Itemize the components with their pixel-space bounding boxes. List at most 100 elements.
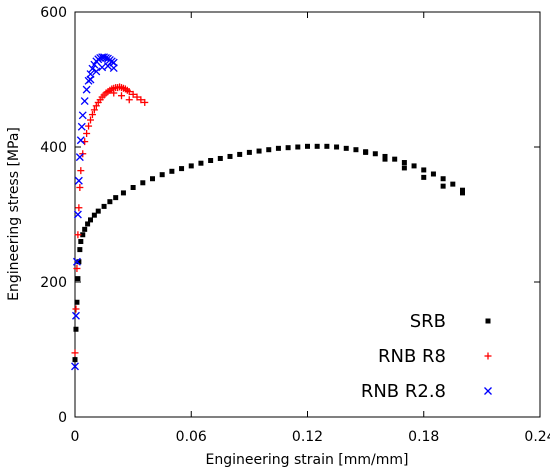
data-point-rnb-r2-8 [72,311,80,320]
legend-marker-rnb-r2-8 [484,387,492,395]
legend-label-srb: SRB [410,311,446,332]
data-point-srb [101,203,107,209]
data-point-rnb-r2-8 [82,85,91,94]
legend: SRB RNB R8 RNB R2.8 [361,311,492,402]
data-point-rnb-r2-8 [73,210,82,219]
data-point-rnb-r2-8 [78,111,87,120]
legend-marker-rnb-r8 [484,352,492,360]
data-point-srb [120,190,126,196]
data-point-rnb-r8 [125,88,133,96]
data-point-srb [392,156,398,162]
data-point-srb [179,166,185,172]
data-point-srb [382,156,388,162]
data-point-srb [80,232,86,238]
data-point-rnb-r2-8 [75,153,84,162]
data-point-srb [75,276,81,282]
data-point-srb [150,176,155,182]
data-point-rnb-r2-8 [74,176,83,185]
data-point-srb [159,172,165,178]
data-point-srb [77,247,83,253]
data-point-rnb-r2-8 [98,63,107,72]
data-point-srb [73,326,79,332]
data-point-rnb-r8 [118,92,125,100]
data-point-rnb-r2-8 [72,257,81,266]
x-tick-label: 0.24 [524,429,550,445]
data-point-rnb-r8 [74,231,82,239]
data-point-srb [72,357,78,363]
data-point-srb [91,212,97,218]
data-point-rnb-r8 [73,265,81,272]
data-point-srb [295,144,301,150]
data-point-rnb-r2-8 [77,122,86,131]
data-point-srb [95,208,101,214]
data-point-srb [217,155,223,161]
data-point-srb [88,217,93,223]
data-point-rnb-r8 [133,93,141,101]
data-point-rnb-r2-8 [86,75,95,84]
y-tick-label: 600 [40,5,67,21]
data-point-srb [353,147,359,153]
data-point-srb [401,160,407,166]
legend-label-rnb-r2-8: RNB R2.8 [361,381,446,402]
data-point-srb [314,143,320,149]
data-point-srb [421,167,427,173]
data-point-rnb-r2-8 [71,362,79,371]
data-point-srb [324,143,330,149]
axis-ticks: 0 0.06 0.12 0.18 0.24 0 200 400 600 [40,5,550,445]
data-point-srb [343,145,349,151]
data-point-srb [440,176,446,182]
data-point-srb [237,151,243,157]
y-tick-label: 400 [40,140,67,156]
data-point-rnb-r8 [137,96,145,104]
data-point-srb [450,181,456,187]
data-point-srb [411,163,417,169]
data-point-srb [85,221,91,227]
data-point-srb [82,226,88,232]
data-point-rnb-r8 [90,106,98,114]
data-point-srb [74,299,80,305]
data-point-rnb-r8 [88,111,96,119]
data-point-rnb-r2-8 [88,64,97,73]
data-point-srb [401,165,407,171]
data-point-srb [275,145,281,151]
y-tick-label: 0 [58,410,67,426]
data-point-srb [440,183,446,189]
data-point-rnb-r8 [75,204,83,212]
data-point-rnb-r8 [87,116,94,124]
x-tick-label: 0 [71,429,80,445]
x-tick-label: 0.18 [408,429,439,445]
data-point-srb [169,168,175,174]
data-point-srb [78,239,84,244]
data-point-srb [227,153,233,159]
data-point-srb [334,144,340,150]
data-point-srb [460,187,465,193]
data-point-srb [208,158,214,163]
x-tick-label: 0.06 [176,429,207,445]
data-point-srb [460,190,465,196]
data-point-srb [430,171,436,177]
data-points [71,53,465,371]
data-point-rnb-r2-8 [80,97,89,106]
data-point-rnb-r8 [110,89,118,97]
data-point-srb [198,160,204,166]
data-point-rnb-r8 [83,130,91,137]
data-point-rnb-r2-8 [102,53,110,62]
data-point-srb [188,163,194,169]
legend-label-rnb-r8: RNB R8 [378,346,446,367]
data-point-rnb-r8 [72,305,80,313]
data-point-rnb-r8 [141,98,149,106]
data-point-rnb-r8 [129,90,137,98]
data-point-rnb-r2-8 [92,67,101,76]
data-point-srb [363,149,369,155]
data-point-srb [76,259,82,265]
data-point-srb [266,147,272,153]
data-point-srb [305,143,310,149]
plot-area [74,11,541,418]
x-axis-title: Engineering strain [mm/mm] [206,452,409,468]
legend-marker-srb [485,318,491,324]
data-point-srb [372,151,378,157]
data-point-srb [285,145,291,151]
data-point-rnb-r2-8 [76,136,85,145]
y-axis-title: Engineering stress [MPa] [6,127,22,301]
